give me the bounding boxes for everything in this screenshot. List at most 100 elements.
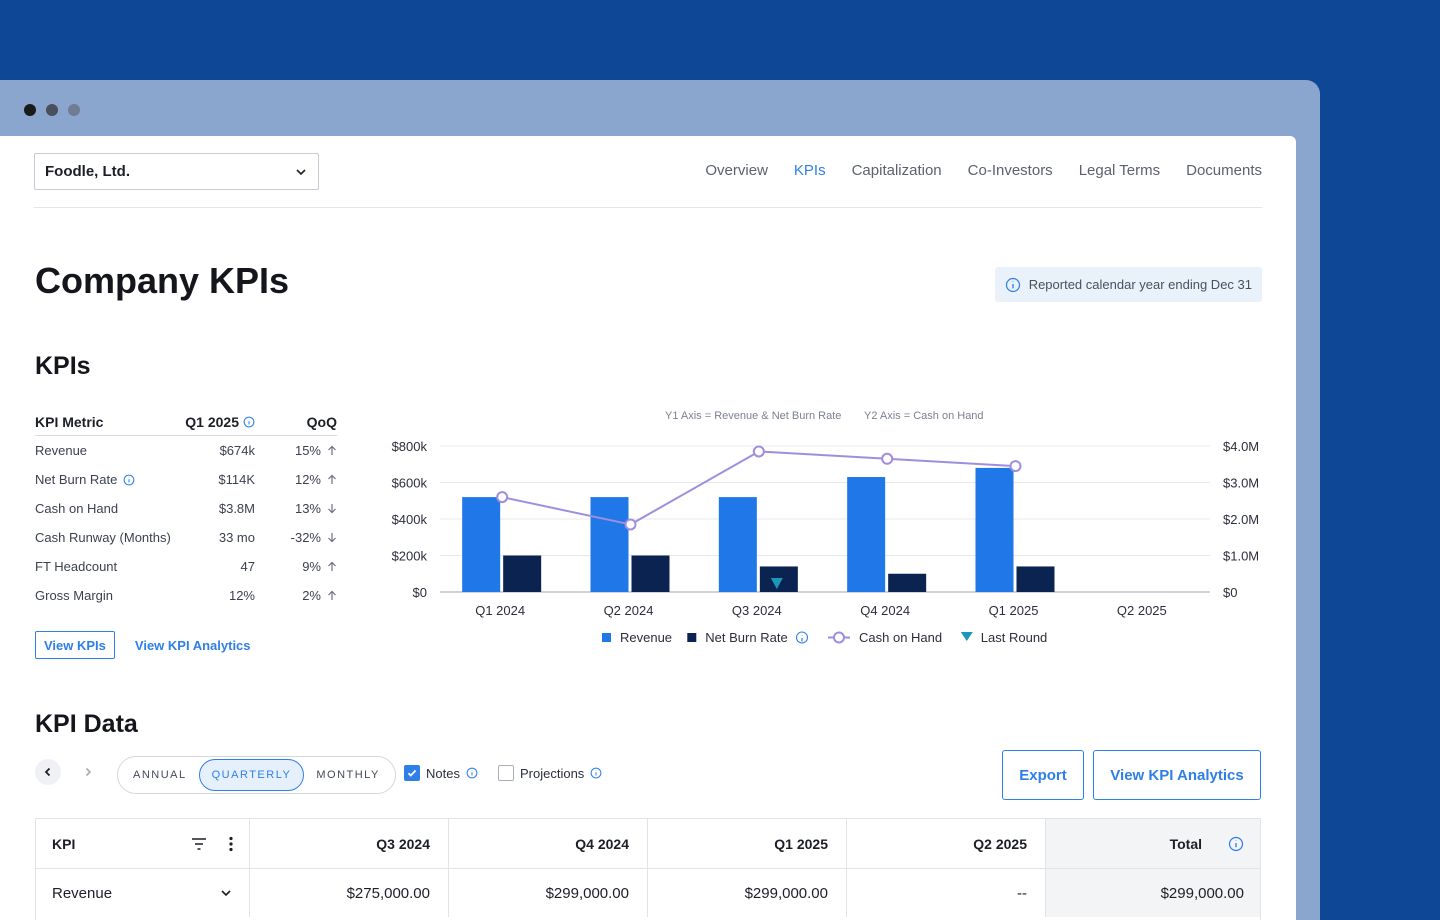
chart-x-tick-label: Q3 2024	[732, 603, 782, 618]
period-pager	[35, 759, 101, 785]
chart-bar-net-burn-rate	[888, 573, 927, 592]
chart-bar-net-burn-rate	[631, 555, 670, 592]
kpi-change-cell: 15%	[255, 443, 337, 458]
top-bar: Foodle, Ltd. Overview KPIs Capitalization C…	[34, 152, 1262, 208]
kpi-change-header: QoQ	[306, 414, 337, 430]
legend-swatch-revenue	[602, 633, 611, 642]
legend-swatch-last-round	[960, 632, 973, 641]
arrow-down-icon	[328, 504, 336, 514]
chart-point-cash-on-hand	[496, 491, 509, 504]
chart-y2-tick-label: $1.0M	[1223, 549, 1259, 564]
kpi-value-cell: $114K	[218, 472, 255, 487]
view-kpi-analytics-button[interactable]: View KPI Analytics	[1093, 750, 1261, 800]
window-minimize-dot[interactable]	[46, 104, 58, 116]
filter-icon[interactable]	[191, 837, 207, 851]
company-select-value: Foodle, Ltd.	[45, 163, 130, 180]
arrow-down-icon	[328, 533, 336, 543]
next-period-button[interactable]	[75, 759, 101, 785]
q1-2025-column-header[interactable]: Q1 2025	[648, 819, 847, 868]
tab-kpis[interactable]: KPIs	[793, 162, 826, 179]
period-segmented-control: ANNUAL QUARTERLY MONTHLY	[117, 756, 396, 794]
more-vertical-icon[interactable]	[229, 836, 233, 852]
chart-axis-note-y2: Y2 Axis = Cash on Hand	[864, 410, 984, 422]
kpi-name-cell[interactable]: Revenue	[36, 869, 250, 917]
chart-y2-tick-label: $4.0M	[1223, 439, 1259, 454]
view-kpis-button[interactable]: View KPIs	[35, 631, 115, 659]
chart-y1-tick-label: $600k	[392, 476, 428, 491]
window-zoom-dot[interactable]	[68, 104, 80, 116]
chart-bar-revenue	[718, 497, 757, 592]
info-icon[interactable]	[1228, 836, 1244, 852]
total-value-cell[interactable]: $299,000.00	[1046, 869, 1260, 917]
legend-label-net-burn-rate: Net Burn Rate	[705, 630, 787, 645]
chart-bar-revenue	[847, 477, 886, 592]
window-close-dot[interactable]	[24, 104, 36, 116]
tab-documents[interactable]: Documents	[1186, 162, 1262, 179]
kpi-metric-label: Cash Runway (Months)	[35, 530, 171, 545]
chevron-down-icon[interactable]	[219, 886, 233, 900]
segment-annual[interactable]: ANNUAL	[133, 769, 187, 781]
segment-monthly[interactable]: MONTHLY	[316, 769, 380, 781]
kpi-period-label: Q1 2025	[185, 414, 239, 430]
chart-y2-tick-label: $2.0M	[1223, 512, 1259, 527]
period-value-cell[interactable]: $299,000.00	[449, 869, 648, 917]
kpi-name-label: Revenue	[52, 884, 113, 902]
q4-2024-column-header[interactable]: Q4 2024	[449, 819, 648, 868]
total-column-header[interactable]: Total	[1046, 819, 1260, 868]
info-icon[interactable]	[466, 767, 478, 779]
chart-bar-revenue	[590, 497, 629, 592]
kpi-summary-header: KPI Metric Q1 2025 QoQ	[35, 414, 337, 436]
kpi-value-cell: 47	[240, 559, 255, 574]
kpi-row-net-burn-rate: Net Burn Rate $114K 12%	[35, 465, 337, 494]
main-nav: Overview KPIs Capitalization Co-Investors Le…	[705, 162, 1262, 179]
view-kpi-analytics-link[interactable]: View KPI Analytics	[134, 637, 251, 653]
tab-overview[interactable]: Overview	[705, 162, 768, 179]
chart-marker-last-round	[770, 578, 783, 589]
chevron-left-icon	[44, 767, 51, 777]
legend-label-last-round: Last Round	[981, 630, 1048, 645]
kpi-value-cell: 33 mo	[218, 530, 255, 545]
period-value-cell[interactable]: $299,000.00	[648, 869, 847, 917]
chart-axis-note-y1: Y1 Axis = Revenue & Net Burn Rate	[665, 410, 841, 422]
chevron-right-icon	[85, 767, 92, 777]
kpi-change-value: 15%	[294, 443, 321, 458]
info-icon[interactable]	[590, 767, 602, 779]
period-value-cell[interactable]: $275,000.00	[250, 869, 449, 917]
chart-y1-tick-label: $400k	[392, 512, 428, 527]
kpi-metric-cell: Cash on Hand	[35, 501, 175, 516]
chart-x-tick-label: Q2 2024	[604, 603, 654, 618]
chart-bar-net-burn-rate	[1016, 566, 1055, 592]
kpi-change-cell: -32%	[255, 530, 337, 545]
kpi-data-heading: KPI Data	[35, 710, 138, 738]
chart-line-cash-on-hand	[501, 450, 1016, 526]
info-icon[interactable]	[123, 474, 135, 486]
tab-co-investors[interactable]: Co-Investors	[967, 162, 1053, 179]
q2-2025-column-header[interactable]: Q2 2025	[847, 819, 1046, 868]
previous-period-button[interactable]	[35, 759, 61, 785]
notes-checkbox[interactable]	[404, 765, 420, 781]
chevron-down-icon	[296, 168, 306, 175]
projections-checkbox[interactable]	[498, 765, 514, 781]
projections-toggle[interactable]: Projections	[498, 765, 602, 781]
export-button[interactable]: Export	[1002, 750, 1084, 800]
reporting-note: Reported calendar year ending Dec 31	[994, 267, 1262, 302]
period-value-cell[interactable]: --	[847, 869, 1046, 917]
kpi-period-header: Q1 2025	[175, 414, 255, 430]
notes-toggle[interactable]: Notes	[404, 765, 478, 781]
kpi-change-value: 9%	[302, 559, 321, 574]
segment-quarterly[interactable]: QUARTERLY	[198, 759, 305, 791]
tab-legal-terms[interactable]: Legal Terms	[1078, 162, 1161, 179]
page-content: Foodle, Ltd. Overview KPIs Capitalization C…	[0, 136, 1296, 920]
kpi-summary-table: KPI Metric Q1 2025 QoQ Revenue $674k 15% Ne…	[35, 414, 337, 610]
kpi-actions: View KPIs View KPI Analytics	[35, 631, 251, 659]
kpi-metric-label: Revenue	[35, 443, 88, 458]
kpi-data-table-header: KPI Q3 2024 Q4 2024 Q1 2025 Q2 2025 Tota…	[36, 819, 1260, 869]
kpi-metric-label: Gross Margin	[35, 588, 114, 603]
info-icon[interactable]	[243, 416, 255, 428]
kpi-change-value: -32%	[290, 530, 321, 545]
tab-capitalization[interactable]: Capitalization	[851, 162, 942, 179]
q3-2024-column-header[interactable]: Q3 2024	[250, 819, 449, 868]
chart-bar-net-burn-rate	[503, 555, 542, 592]
company-select[interactable]: Foodle, Ltd.	[34, 153, 319, 190]
kpi-data-controls: ANNUAL QUARTERLY MONTHLY Notes Projections…	[35, 750, 1261, 800]
